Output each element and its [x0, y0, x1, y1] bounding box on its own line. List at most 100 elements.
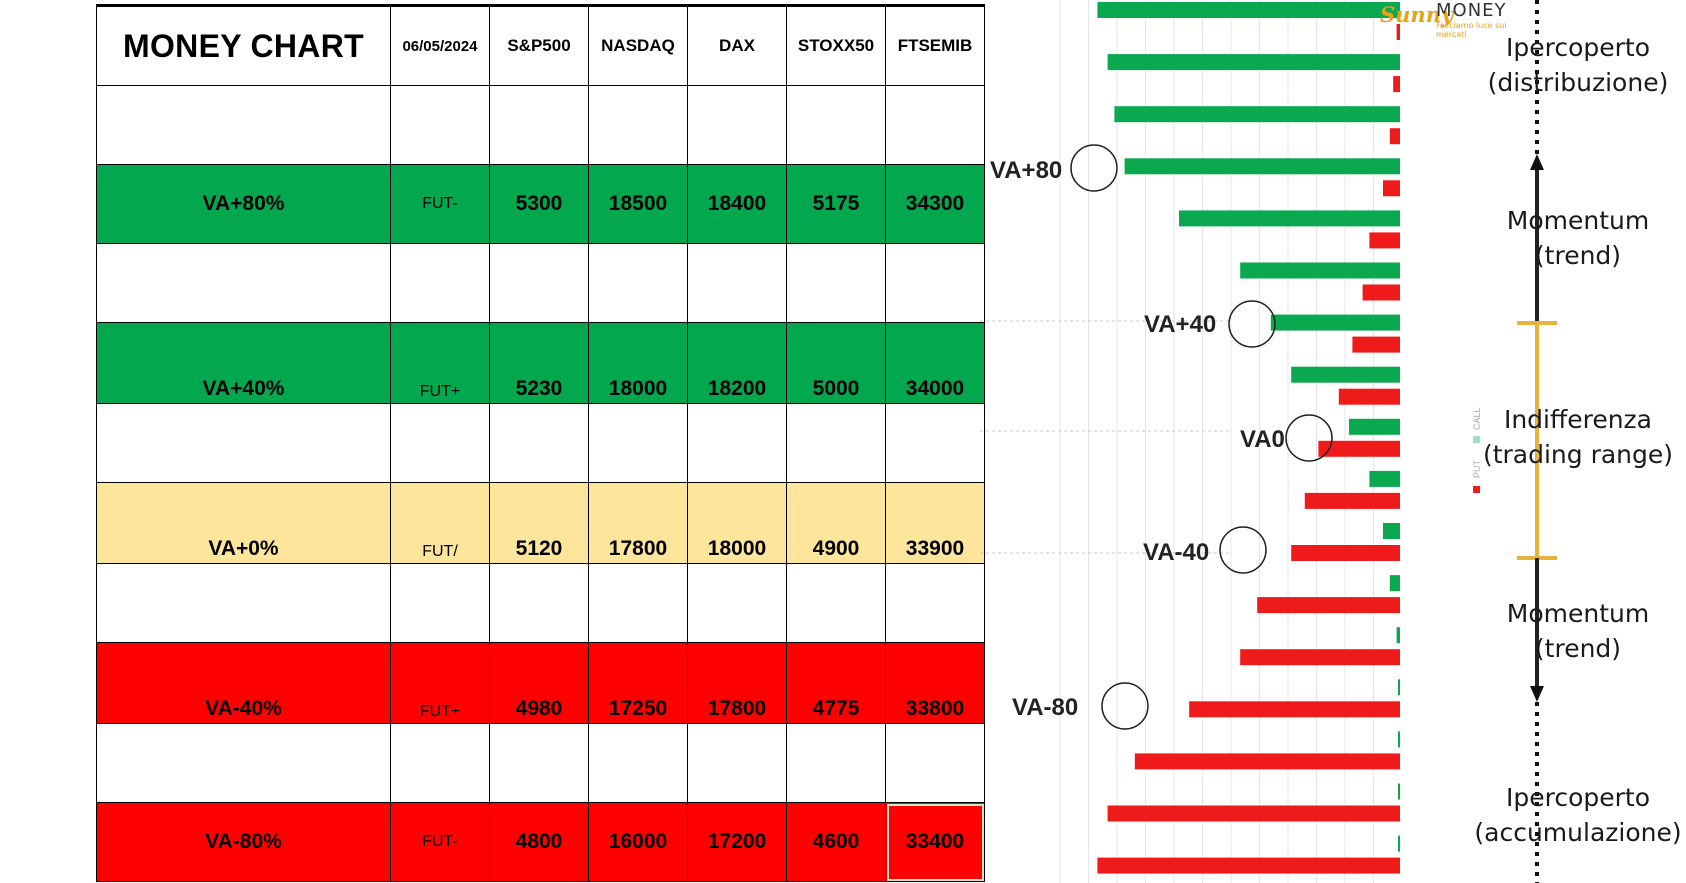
zone-label: Momentum: [1507, 599, 1649, 628]
zone-label: Ipercoperto: [1506, 783, 1650, 812]
put-bar: [1189, 701, 1400, 718]
level-row-va-0: VA+0% FUT/ 5120 17800 18000 4900 33900: [96, 482, 985, 564]
level-row-va-plus-40: VA+40% FUT+ 5230 18000 18200 5000 34000: [96, 322, 985, 404]
va-markers: VA+80 VA+40 VA0 VA-40 VA-80: [990, 144, 1333, 730]
index-header-stoxx50: STOXX50: [786, 4, 886, 86]
level-label: VA-80%: [96, 802, 391, 882]
level-value-stoxx50: 5000: [786, 322, 886, 404]
put-bar: [1362, 284, 1400, 301]
zone-label: (distribuzione): [1488, 68, 1669, 97]
logo-word: MONEY: [1436, 0, 1507, 21]
level-value-dax: 18000: [687, 482, 787, 564]
arrow-down-icon: [1530, 686, 1544, 702]
call-bar: [1398, 835, 1400, 852]
level-value-stoxx50: 5175: [786, 164, 886, 244]
level-value-sp500: 4980: [489, 642, 589, 724]
level-label: VA+0%: [96, 482, 391, 564]
legend-put-swatch: [1473, 486, 1480, 493]
call-bar: [1396, 627, 1400, 644]
index-header-ftsemib: FTSEMIB: [885, 4, 985, 86]
fut-signal: FUT-: [390, 164, 490, 244]
level-guide-lines: [980, 320, 1230, 554]
level-value-stoxx50: 4600: [786, 802, 886, 882]
va-label: VA-40: [1143, 539, 1209, 566]
level-value-ftsemib: 33800: [885, 642, 985, 724]
level-value-nasdaq: 17250: [588, 642, 688, 724]
put-bar: [1393, 76, 1400, 93]
va-circle: [1070, 144, 1118, 192]
put-bar: [1304, 492, 1400, 509]
sunny-money-logo: Sunny MONEY Facciamo luce sui mercati: [1380, 0, 1520, 39]
va-label: VA+40: [1144, 311, 1216, 338]
call-bar: [1291, 366, 1400, 383]
level-value-ftsemib: 33900: [885, 482, 985, 564]
fut-signal: FUT+: [390, 322, 490, 404]
level-value-ftsemib: 34300: [885, 164, 985, 244]
level-value-nasdaq: 17800: [588, 482, 688, 564]
level-label: VA-40%: [96, 642, 391, 724]
level-value-nasdaq: 18000: [588, 322, 688, 404]
fut-signal: FUT+: [390, 642, 490, 724]
blank-row: [96, 723, 985, 803]
put-bar: [1383, 180, 1400, 197]
va-circle: [1228, 300, 1276, 348]
level-value-sp500: 5120: [489, 482, 589, 564]
level-label: VA+80%: [96, 164, 391, 244]
fut-signal: FUT-: [390, 802, 490, 882]
put-bar: [1318, 440, 1400, 457]
index-header-dax: DAX: [687, 4, 787, 86]
level-value-stoxx50: 4900: [786, 482, 886, 564]
call-bar: [1270, 314, 1400, 331]
logo-script: Sunny: [1380, 2, 1454, 27]
put-bar: [1352, 336, 1400, 353]
va-circle: [1219, 526, 1267, 574]
trend-axis: [1517, 0, 1557, 883]
table-title: MONEY CHART: [96, 4, 391, 86]
call-bar: [1349, 418, 1400, 435]
zone-label: Momentum: [1507, 206, 1649, 235]
put-bar: [1240, 649, 1400, 666]
put-bar: [1134, 753, 1400, 770]
va-label: VA-80: [1012, 694, 1078, 721]
va-label: VA+80: [990, 157, 1062, 184]
put-bar: [1389, 128, 1400, 145]
put-bar: [1338, 388, 1400, 405]
put-bar: [1369, 232, 1400, 249]
put-bar: [1396, 24, 1400, 40]
blank-row: [96, 243, 985, 323]
level-value-sp500: 5300: [489, 164, 589, 244]
table-header-row: MONEY CHART 06/05/2024 S&P500 NASDAQ DAX…: [96, 4, 985, 86]
blank-row: [96, 563, 985, 643]
level-value-stoxx50: 4775: [786, 642, 886, 724]
level-value-nasdaq: 18500: [588, 164, 688, 244]
arrow-up-icon: [1530, 154, 1544, 170]
va-label: VA0: [1240, 426, 1285, 453]
put-bar: [1097, 857, 1400, 874]
put-bar: [1291, 545, 1400, 561]
level-value-sp500: 5230: [489, 322, 589, 404]
call-bar: [1383, 523, 1400, 539]
level-row-va-minus-80: VA-80% FUT- 4800 16000 17200 4600 33400: [96, 802, 985, 882]
zone-label: (trend): [1535, 241, 1621, 270]
logo-tagline: Facciamo luce sui mercati: [1436, 21, 1507, 39]
chart-bars: [1097, 2, 1400, 874]
legend-call-label: CALL: [1472, 407, 1482, 430]
call-bar: [1107, 54, 1400, 71]
zone-label: (trend): [1535, 634, 1621, 663]
call-bar: [1179, 210, 1400, 227]
table-date: 06/05/2024: [390, 4, 490, 86]
options-volume-chart: VA+80 VA+40 VA0 VA-40 VA-80 PUT CALL Ipercope…: [980, 0, 1682, 883]
put-bar: [1257, 597, 1400, 614]
money-chart-table: MONEY CHART 06/05/2024 S&P500 NASDAQ DAX…: [96, 4, 985, 882]
legend-put-label: PUT: [1472, 459, 1482, 478]
blank-row: [96, 403, 985, 483]
call-bar: [1124, 158, 1400, 175]
call-bar: [1398, 731, 1400, 748]
level-value-dax: 18400: [687, 164, 787, 244]
zone-label: Indifferenza: [1504, 405, 1652, 434]
call-bar: [1398, 783, 1400, 800]
zone-label: (accumulazione): [1474, 818, 1681, 847]
level-value-ftsemib: 33400: [885, 802, 985, 882]
chart-gridlines: [1059, 0, 1374, 883]
level-row-va-plus-80: VA+80% FUT- 5300 18500 18400 5175 34300: [96, 164, 985, 244]
